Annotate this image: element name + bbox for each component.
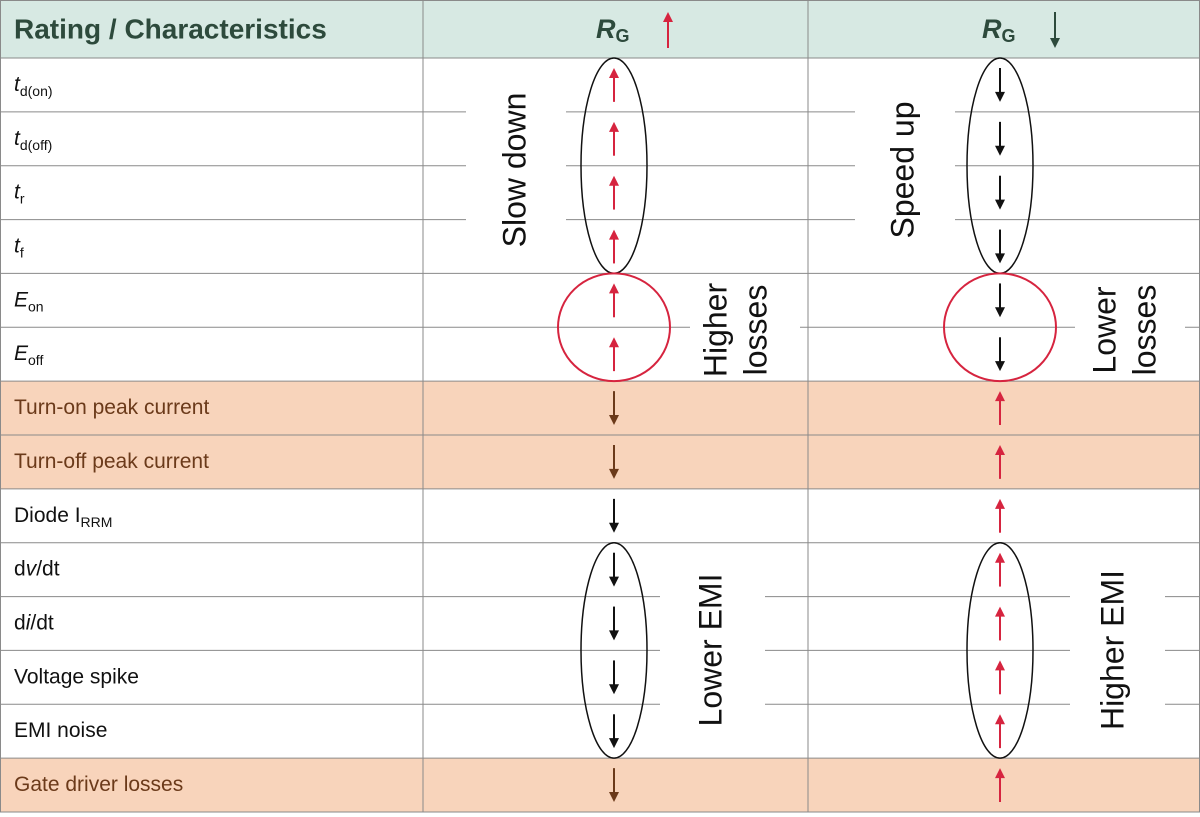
header-bg: [0, 0, 1200, 58]
trend-arrow-head: [609, 121, 619, 132]
row-label: td(on): [14, 72, 53, 98]
label-part: t: [14, 126, 21, 149]
annotation: Speed up: [884, 101, 920, 238]
label-backdrop: [660, 560, 765, 745]
rg-sub: G: [616, 26, 630, 46]
loss-circle: [943, 272, 1057, 383]
label-part: /dt: [30, 611, 54, 634]
row-label: Gate driver losses: [14, 773, 183, 796]
label-part: r: [20, 190, 25, 206]
row-label: Eoff: [14, 342, 43, 368]
annotation: Lower: [1086, 286, 1122, 374]
label-part: Voltage spike: [14, 665, 139, 688]
annotation: Higher EMI: [1094, 570, 1130, 730]
header-arrow-head: [663, 12, 673, 22]
trend-arrow-head: [995, 361, 1005, 372]
header-label: Rating / Characteristics: [14, 13, 327, 44]
trend-arrow-head: [995, 391, 1005, 402]
row-label: Eon: [14, 288, 44, 314]
trend-arrow-head: [609, 468, 619, 479]
label-part: EMI noise: [14, 719, 107, 742]
row-label: EMI noise: [14, 719, 107, 742]
annotation: losses: [1126, 285, 1162, 376]
trend-arrow-head: [609, 337, 619, 348]
trend-arrow-head: [609, 283, 619, 294]
row-label: tf: [14, 234, 24, 260]
row-label: Voltage spike: [14, 665, 139, 688]
label-backdrop: [466, 80, 566, 266]
label-part: d: [14, 557, 26, 580]
rg-main: R: [596, 14, 616, 44]
label-part: f: [20, 244, 24, 260]
trend-arrow-head: [995, 145, 1005, 156]
label-part: d(on): [20, 83, 53, 99]
label-part: Gate driver losses: [14, 773, 183, 796]
label-part: /dt: [36, 557, 60, 580]
label-part: E: [14, 342, 29, 365]
trend-arrow-head: [995, 768, 1005, 779]
annotation: Lower EMI: [692, 574, 728, 727]
label-part: Turn-off peak current: [14, 449, 209, 472]
rg-sub: G: [1002, 26, 1016, 46]
trend-arrow-head: [995, 445, 1005, 455]
row-label: td(off): [14, 126, 52, 152]
label-backdrop: [855, 80, 955, 266]
label-part: i: [26, 611, 32, 634]
trend-arrow-head: [609, 522, 619, 533]
trend-arrow-head: [609, 175, 619, 186]
trend-arrow-head: [609, 630, 619, 641]
trend-arrow-head: [995, 714, 1005, 725]
label-part: t: [14, 234, 21, 257]
label-part: RRM: [81, 513, 113, 529]
label-part: t: [14, 180, 21, 203]
trend-arrow-head: [609, 68, 619, 78]
loss-circle: [557, 272, 671, 383]
label-part: E: [14, 288, 29, 311]
trend-arrow-head: [995, 253, 1005, 264]
trend-arrow-head: [995, 552, 1005, 563]
row-label: Diode IRRM: [14, 503, 112, 529]
row-label: di/dt: [14, 611, 54, 634]
trend-arrow-head: [609, 576, 619, 587]
trend-arrow-head: [995, 307, 1005, 318]
rg-main: R: [982, 14, 1002, 44]
label-part: v: [26, 557, 38, 580]
trend-arrow-head: [995, 606, 1005, 617]
trend-arrow-head: [609, 792, 619, 802]
row-label: tr: [14, 180, 25, 206]
header-rg: RG: [596, 14, 630, 46]
trend-arrow-head: [609, 415, 619, 425]
label-part: t: [14, 72, 21, 95]
label-part: Diode I: [14, 503, 81, 526]
trend-arrow-head: [995, 199, 1005, 210]
label-part: d: [14, 611, 26, 634]
row-label: Turn-on peak current: [14, 396, 209, 419]
trend-arrow-head: [609, 684, 619, 695]
trend-arrow-head: [609, 738, 619, 749]
label-backdrop: [1070, 560, 1165, 745]
trend-arrow-head: [995, 660, 1005, 671]
trend-arrow-head: [609, 229, 619, 240]
label-backdrop: [690, 280, 800, 378]
label-part: Turn-on peak current: [14, 396, 209, 419]
row-label: Turn-off peak current: [14, 449, 209, 472]
annotation: Slow down: [496, 93, 532, 248]
header-rg: RG: [982, 14, 1016, 46]
annotation: losses: [737, 285, 773, 376]
label-part: off: [28, 352, 43, 368]
label-part: on: [28, 298, 44, 314]
label-backdrop: [1075, 280, 1185, 378]
annotation: Higher: [697, 283, 733, 378]
trend-arrow-head: [995, 91, 1005, 102]
trend-arrow-head: [995, 498, 1005, 509]
label-part: d(off): [20, 136, 52, 152]
row-label: dv/dt: [14, 557, 60, 580]
header-arrow-head: [1050, 38, 1060, 48]
group-ellipse: [580, 541, 648, 759]
group-ellipse: [966, 541, 1034, 759]
